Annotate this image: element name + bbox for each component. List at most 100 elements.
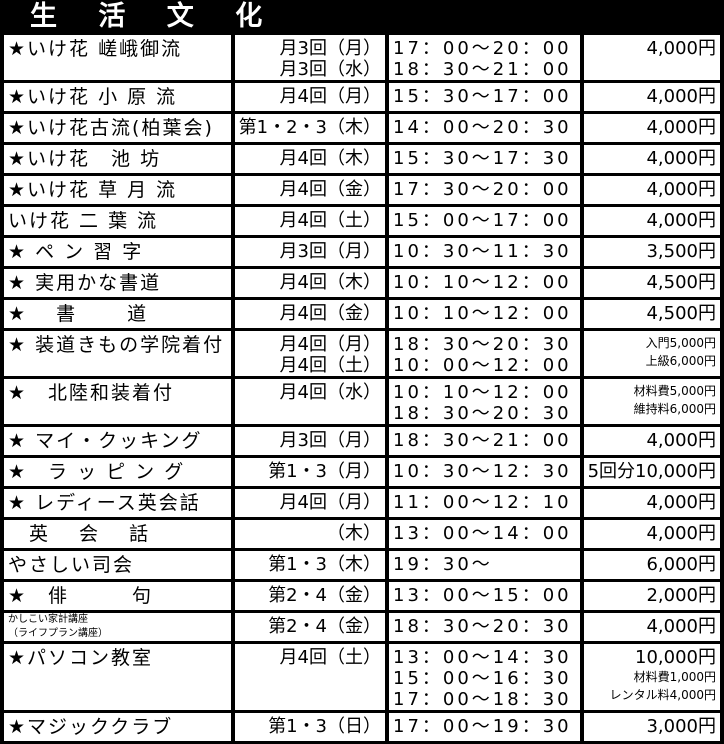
schedule-days-line: 月3回（月）: [279, 241, 381, 262]
schedule-time: 15：00〜17：00: [389, 207, 580, 235]
table-row: ★マジッククラブ 第1・3（日） 17：00〜19：30 3,000円: [4, 713, 720, 741]
course-name: かしこい家計講座 （ライフプラン講座）: [4, 613, 231, 641]
course-fee-line: 4,500円: [646, 272, 716, 293]
course-fee: 4,000円: [583, 520, 720, 548]
schedule-time-line: 10：10〜12：00: [393, 272, 572, 293]
schedule-days-line: 月3回（月）: [279, 430, 381, 451]
schedule-days: 月4回（金）: [234, 300, 385, 328]
course-name-line: やさしい司会: [8, 554, 135, 576]
course-name-line: ★マジッククラブ: [8, 716, 174, 738]
schedule-time: 10：10〜12：00: [389, 300, 580, 328]
course-fee: 3,500円: [583, 238, 720, 266]
course-name-line: いけ花 二 葉 流: [8, 210, 159, 232]
course-name: いけ花 二 葉 流: [4, 207, 231, 235]
schedule-days-line: 第2・4（金）: [268, 585, 381, 606]
course-name-line: ★ 実用かな書道: [8, 272, 162, 294]
course-fee-line: 3,000円: [646, 716, 716, 737]
table-row: ★いけ花 草 月 流 月4回（金） 17：30〜20：00 4,000円: [4, 176, 720, 204]
table-row: かしこい家計講座 （ライフプラン講座） 第2・4（金） 18：30〜20：30 4,00…: [4, 613, 720, 641]
schedule-time-line: 10：00〜12：00: [393, 355, 572, 376]
table-row: ★ マイ・クッキング 月3回（月） 18：30〜21：00 4,000円: [4, 427, 720, 455]
schedule-time-line: 13：00〜14：00: [393, 523, 572, 544]
course-fee: 4,000円: [583, 427, 720, 455]
schedule-time: 13：00〜14：30 15：00〜16：30 17：00〜18：30: [389, 644, 580, 710]
schedule-time-line: 19：30〜: [393, 554, 493, 575]
course-fee-line: 4,500円: [646, 303, 716, 324]
schedule-days: 月4回（土）: [234, 207, 385, 235]
course-fee: 4,000円: [583, 83, 720, 111]
schedule-days: 第1・2・3（木）: [234, 114, 385, 142]
course-name-line: 英 会 話: [8, 523, 151, 545]
course-name: ★ 実用かな書道: [4, 269, 231, 297]
course-fee: 4,500円: [583, 300, 720, 328]
course-name: ★ 俳 句: [4, 582, 231, 610]
table-row: ★いけ花古流(柏葉会) 第1・2・3（木） 14：00〜20：30 4,000円: [4, 114, 720, 142]
course-name-line: かしこい家計講座: [8, 614, 88, 625]
course-name-line: ★ 書 道: [8, 303, 149, 325]
course-fee: 3,000円: [583, 713, 720, 741]
schedule-time-line: 17：00〜20：00: [393, 38, 572, 59]
course-name-line: ★いけ花 草 月 流: [8, 179, 178, 201]
course-fee-line: 4,000円: [646, 523, 716, 544]
schedule-days-line: 月4回（木）: [279, 272, 381, 293]
schedule-time-line: 15：00〜16：30: [393, 668, 572, 689]
table-row: ★ 装道きもの学院着付 月4回（月） 月4回（土） 18：30〜20：30 10：00〜…: [4, 331, 720, 376]
course-name: ★ 北陸和装着付: [4, 379, 231, 424]
schedule-time: 10：30〜11：30: [389, 238, 580, 266]
schedule-time: 15：30〜17：00: [389, 83, 580, 111]
schedule-days-line: 月4回（金）: [279, 303, 381, 324]
schedule-days-line: 月4回（金）: [279, 179, 381, 200]
schedule-days: 第1・3（木）: [234, 551, 385, 579]
schedule-time: 18：30〜20：30: [389, 613, 580, 641]
course-fee: 入門5,000円 上級6,000円: [583, 331, 720, 376]
schedule-time: 17：00〜20：00 18：30〜21：00: [389, 35, 580, 80]
schedule-days: 第1・3（月）: [234, 458, 385, 486]
course-name: ★いけ花 嵯峨御流: [4, 35, 231, 80]
table-row: いけ花 二 葉 流 月4回（土） 15：00〜17：00 4,000円: [4, 207, 720, 235]
table-row: ★いけ花 池 坊 月4回（木） 15：30〜17：30 4,000円: [4, 145, 720, 173]
course-name: ★いけ花 小 原 流: [4, 83, 231, 111]
schedule-days: 月4回（木）: [234, 145, 385, 173]
schedule-time: 10：30〜12：30: [389, 458, 580, 486]
course-fee-line: 4,000円: [646, 492, 716, 513]
course-name-line: ★パソコン教室: [8, 647, 154, 669]
course-fee-line: 4,000円: [646, 616, 716, 637]
course-fee-line: 材料費1,000円: [633, 670, 716, 684]
course-name: ★ 書 道: [4, 300, 231, 328]
schedule-days-line: 月4回（月）: [279, 86, 381, 107]
course-name: ★ レディース英会話: [4, 489, 231, 517]
schedule-days: 第1・3（日）: [234, 713, 385, 741]
course-name-line: ★ レディース英会話: [8, 492, 201, 514]
course-fee-line: 2,000円: [646, 585, 716, 606]
course-name-line: ★いけ花 小 原 流: [8, 86, 178, 108]
schedule-time-line: 17：00〜19：30: [393, 716, 572, 737]
schedule-days: 第2・4（金）: [234, 582, 385, 610]
schedule-days: 月3回（月）: [234, 427, 385, 455]
course-name: やさしい司会: [4, 551, 231, 579]
schedule-time-line: 13：00〜14：30: [393, 647, 572, 668]
schedule-time-line: 18：30〜21：00: [393, 59, 572, 80]
table-row: ★いけ花 小 原 流 月4回（月） 15：30〜17：00 4,000円: [4, 83, 720, 111]
table-row: ★ 書 道 月4回（金） 10：10〜12：00 4,500円: [4, 300, 720, 328]
course-name: ★ ペ ン 習 字: [4, 238, 231, 266]
course-fee-line: 3,500円: [646, 241, 716, 262]
schedule-time-line: 10：30〜12：30: [393, 461, 572, 482]
course-name-line: ★いけ花 池 坊: [8, 148, 162, 170]
schedule-time: 15：30〜17：30: [389, 145, 580, 173]
course-fee-line: 4,000円: [646, 430, 716, 451]
schedule-days: 月3回（月）: [234, 238, 385, 266]
schedule-time: 13：00〜15：00: [389, 582, 580, 610]
course-fee-line: 維持料6,000円: [633, 402, 716, 416]
course-fee: 5回分10,000円: [583, 458, 720, 486]
schedule-days-line: 第1・2・3（木）: [238, 117, 381, 138]
table-row: 英 会 話 （木） 13：00〜14：00 4,000円: [4, 520, 720, 548]
schedule-days: 月4回（月） 月4回（土）: [234, 331, 385, 376]
schedule-time-line: 10：10〜12：00: [393, 382, 572, 403]
course-fee: 6,000円: [583, 551, 720, 579]
course-fee-line: 4,000円: [646, 179, 716, 200]
table-row: ★ 実用かな書道 月4回（木） 10：10〜12：00 4,500円: [4, 269, 720, 297]
schedule-time-line: 17：00〜18：30: [393, 689, 572, 710]
schedule-time: 10：10〜12：00 18：30〜20：30: [389, 379, 580, 424]
course-name: ★ マイ・クッキング: [4, 427, 231, 455]
course-name-line: ★いけ花 嵯峨御流: [8, 38, 183, 60]
